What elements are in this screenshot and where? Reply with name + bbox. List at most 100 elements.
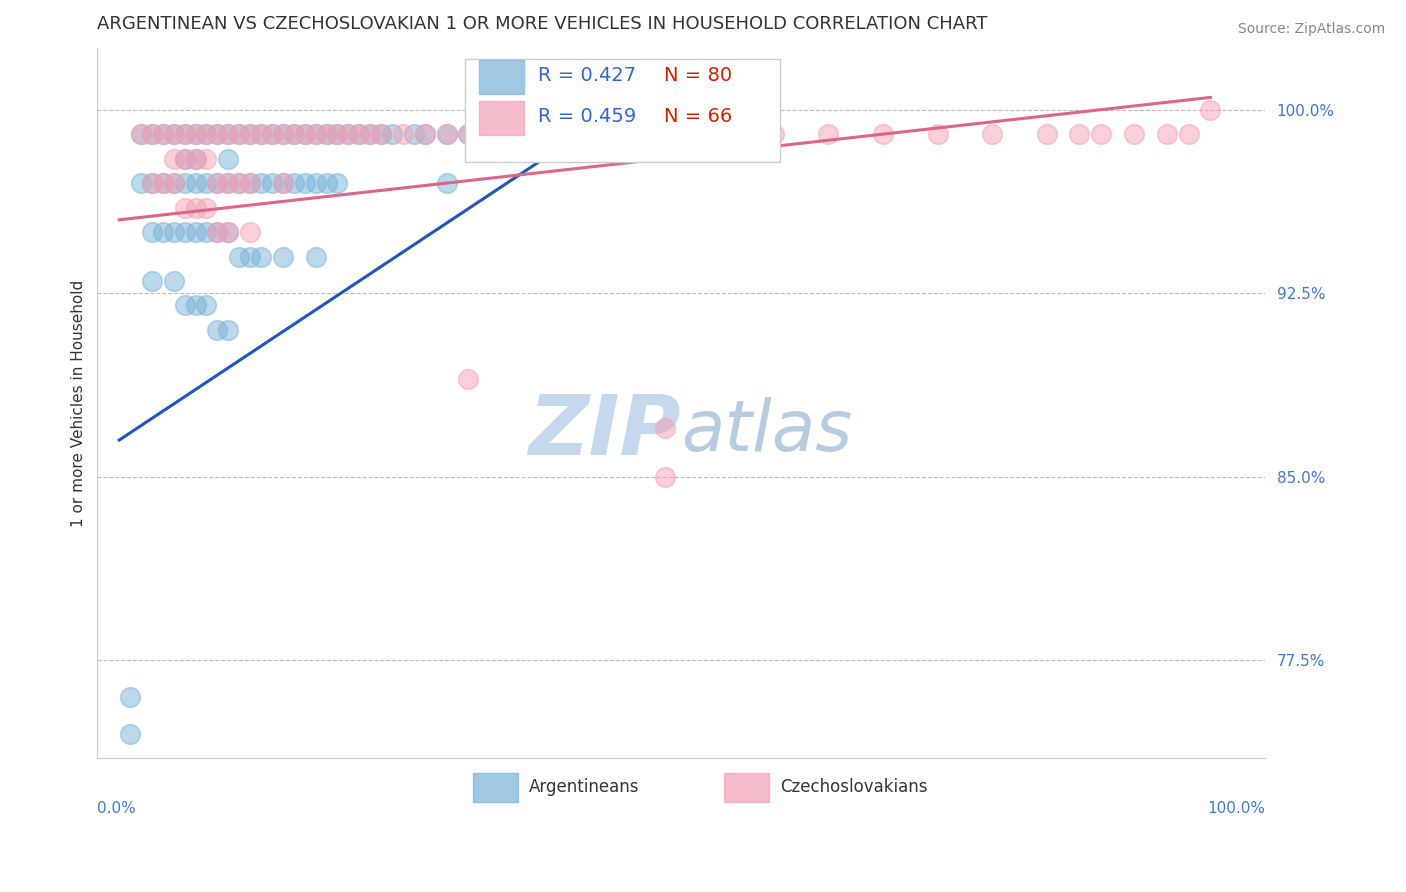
Point: [457, 372, 479, 386]
Point: [479, 127, 502, 141]
Point: [260, 127, 283, 141]
Point: [184, 152, 207, 166]
Text: ARGENTINEAN VS CZECHOSLOVAKIAN 1 OR MORE VEHICLES IN HOUSEHOLD CORRELATION CHART: ARGENTINEAN VS CZECHOSLOVAKIAN 1 OR MORE…: [97, 15, 988, 33]
Point: [337, 127, 360, 141]
Point: [294, 127, 316, 141]
Point: [228, 176, 250, 190]
Point: [195, 225, 218, 239]
Point: [152, 127, 174, 141]
Point: [184, 298, 207, 312]
Point: [152, 176, 174, 190]
FancyBboxPatch shape: [474, 772, 517, 803]
Point: [173, 127, 195, 141]
Point: [294, 127, 316, 141]
FancyBboxPatch shape: [465, 59, 780, 162]
Point: [184, 176, 207, 190]
Point: [228, 176, 250, 190]
Point: [817, 127, 839, 141]
Point: [163, 176, 186, 190]
Text: Argentineans: Argentineans: [530, 779, 640, 797]
Point: [260, 127, 283, 141]
Point: [184, 152, 207, 166]
Point: [271, 176, 294, 190]
Point: [173, 176, 195, 190]
Point: [163, 225, 186, 239]
Point: [195, 127, 218, 141]
Point: [152, 176, 174, 190]
Text: atlas: atlas: [681, 397, 852, 467]
Point: [141, 274, 163, 288]
Point: [1090, 127, 1112, 141]
Point: [1156, 127, 1178, 141]
Point: [654, 470, 676, 484]
Point: [523, 127, 546, 141]
Point: [217, 225, 239, 239]
Point: [195, 176, 218, 190]
Point: [163, 152, 186, 166]
Point: [120, 727, 142, 741]
Point: [436, 176, 458, 190]
Point: [271, 127, 294, 141]
Point: [260, 176, 283, 190]
Point: [271, 127, 294, 141]
Point: [207, 176, 229, 190]
Point: [413, 127, 436, 141]
Point: [457, 127, 479, 141]
Point: [326, 127, 349, 141]
Point: [239, 127, 262, 141]
Point: [981, 127, 1004, 141]
Point: [228, 127, 250, 141]
Point: [1123, 127, 1146, 141]
Point: [239, 176, 262, 190]
Point: [207, 127, 229, 141]
Point: [184, 225, 207, 239]
Point: [294, 176, 316, 190]
Text: N = 66: N = 66: [664, 107, 733, 126]
Point: [163, 176, 186, 190]
Point: [120, 690, 142, 705]
Point: [501, 127, 523, 141]
Point: [381, 127, 404, 141]
Point: [436, 127, 458, 141]
Point: [163, 274, 186, 288]
Point: [217, 176, 239, 190]
Point: [1177, 127, 1199, 141]
Point: [370, 127, 392, 141]
Point: [129, 127, 152, 141]
Point: [207, 176, 229, 190]
Point: [315, 176, 337, 190]
Point: [152, 225, 174, 239]
Point: [283, 176, 305, 190]
Point: [250, 250, 273, 264]
Point: [239, 250, 262, 264]
Text: Czechoslovakians: Czechoslovakians: [780, 779, 928, 797]
Text: Source: ZipAtlas.com: Source: ZipAtlas.com: [1237, 22, 1385, 37]
Point: [217, 152, 239, 166]
Point: [709, 127, 731, 141]
Point: [315, 127, 337, 141]
Point: [283, 127, 305, 141]
Point: [207, 323, 229, 337]
Point: [173, 225, 195, 239]
Point: [250, 176, 273, 190]
Point: [195, 201, 218, 215]
Point: [250, 127, 273, 141]
Point: [152, 127, 174, 141]
FancyBboxPatch shape: [479, 60, 523, 94]
Point: [217, 225, 239, 239]
Point: [163, 127, 186, 141]
Point: [207, 127, 229, 141]
Point: [141, 127, 163, 141]
Point: [927, 127, 949, 141]
Point: [762, 127, 785, 141]
Point: [217, 323, 239, 337]
Point: [184, 127, 207, 141]
Point: [654, 127, 676, 141]
Point: [326, 176, 349, 190]
Text: R = 0.459: R = 0.459: [537, 107, 636, 126]
Point: [370, 127, 392, 141]
Point: [141, 127, 163, 141]
Point: [315, 127, 337, 141]
Point: [304, 176, 326, 190]
Point: [173, 201, 195, 215]
